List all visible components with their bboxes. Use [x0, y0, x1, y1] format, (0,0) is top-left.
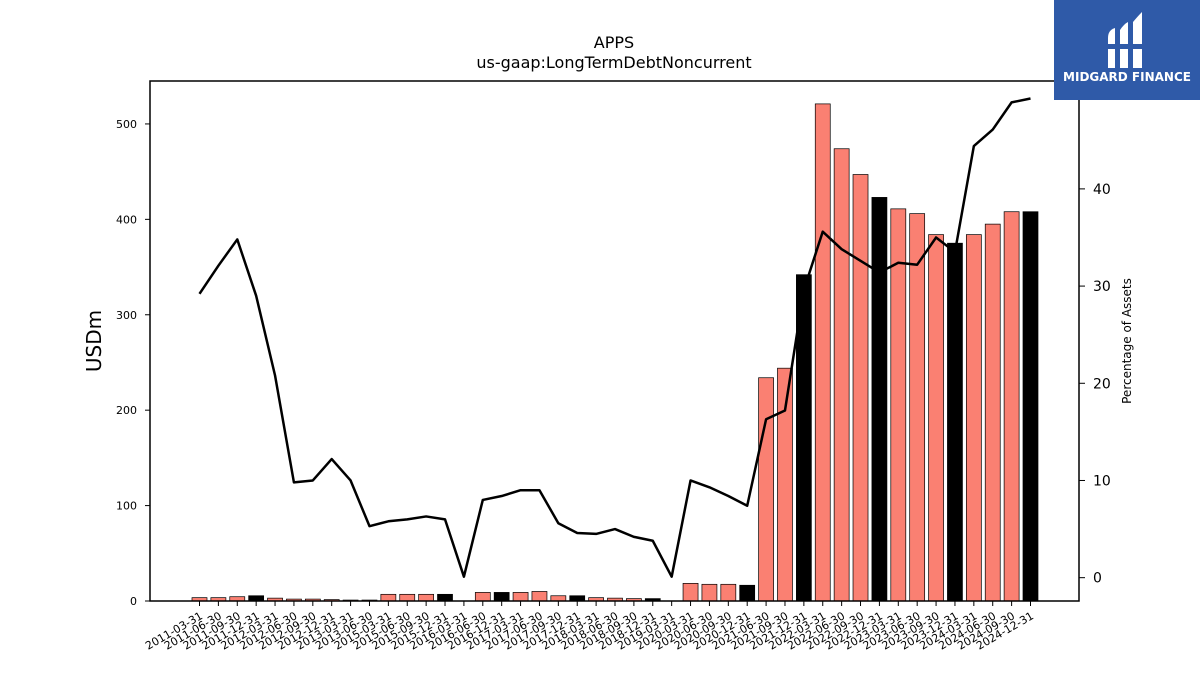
y-tick-label: 100 — [116, 500, 137, 513]
bar — [965, 234, 982, 602]
y2-tick-label: 0 — [1093, 571, 1102, 587]
y2-tick-label: 10 — [1093, 473, 1111, 489]
y-tick-label: 500 — [116, 118, 137, 131]
bar — [852, 174, 869, 602]
y-tick-label: 0 — [130, 595, 137, 608]
logo-mark-icon — [1105, 12, 1145, 68]
bar — [512, 592, 529, 602]
bar — [701, 583, 718, 602]
y2-tick-label: 40 — [1093, 182, 1111, 198]
bar — [248, 595, 265, 602]
y2-tick-label: 30 — [1093, 279, 1111, 295]
percentage-line — [198, 97, 1031, 578]
bar — [1003, 211, 1020, 602]
y-axis-label: USDm — [82, 310, 106, 372]
logo-text: MIDGARD FINANCE — [1063, 70, 1191, 84]
bar — [437, 593, 453, 602]
bar — [531, 591, 548, 602]
bar — [380, 593, 397, 602]
chart-title: APPS — [594, 33, 634, 52]
bar — [399, 593, 416, 602]
right-y-axis: 0 10 20 30 40 — [1079, 182, 1111, 587]
bar — [550, 595, 567, 602]
y-tick-label: 300 — [116, 309, 137, 322]
bar — [739, 584, 756, 602]
bar — [474, 592, 491, 602]
bar — [909, 213, 926, 602]
bar — [871, 197, 888, 602]
chart-subtitle: us-gaap:LongTermDebtNoncurrent — [476, 53, 751, 72]
bar — [569, 595, 586, 602]
bar — [493, 592, 510, 602]
bars-layer — [191, 103, 1039, 602]
bar — [890, 208, 907, 602]
left-y-axis: 0 100 200 300 400 500 — [116, 118, 150, 608]
bar — [720, 583, 737, 602]
bar — [947, 242, 963, 602]
bar — [833, 148, 850, 602]
bar — [1022, 211, 1039, 602]
y2-axis-label: Percentage of Assets — [1120, 278, 1134, 404]
x-axis: 2011-03-312011-06-302011-09-302011-12-31… — [143, 601, 1036, 653]
midgard-finance-logo: MIDGARD FINANCE — [1054, 0, 1200, 100]
bar — [814, 103, 831, 602]
line-layer — [198, 97, 1031, 578]
y2-tick-label: 20 — [1093, 376, 1111, 392]
y-tick-label: 200 — [116, 404, 137, 417]
bar — [682, 582, 699, 602]
bar — [758, 377, 774, 602]
bar — [928, 234, 944, 602]
bar — [418, 593, 434, 602]
bar — [984, 223, 1001, 602]
y-tick-label: 400 — [116, 213, 137, 226]
